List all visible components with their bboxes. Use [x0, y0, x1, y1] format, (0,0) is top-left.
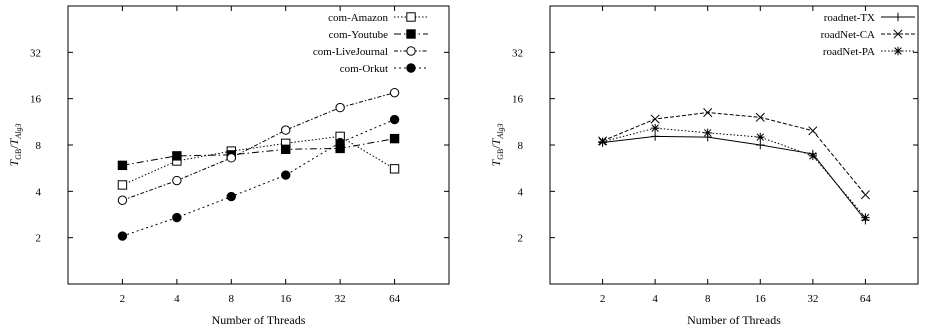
legend-marker — [406, 63, 416, 73]
data-point — [335, 102, 345, 113]
legend-label: roadnet-TX — [824, 12, 875, 24]
data-point — [172, 151, 182, 161]
y-axis-label: TGB/TAlg3 — [7, 124, 23, 167]
x-tick-label: 16 — [755, 293, 767, 305]
legend-label: com-Orkut — [340, 63, 388, 75]
x-tick-label: 4 — [174, 293, 180, 305]
y-tick-label: 8 — [518, 140, 524, 152]
series-line — [602, 135, 866, 221]
legend-label: roadNet-PA — [823, 46, 875, 58]
data-point — [650, 114, 660, 124]
y-tick-label: 4 — [36, 186, 42, 198]
data-point — [226, 191, 236, 202]
legend-marker — [406, 29, 416, 39]
x-tick-label: 2 — [120, 293, 126, 305]
data-point — [281, 125, 291, 135]
legend-label: com-Amazon — [328, 12, 388, 24]
y-tick-label: 16 — [512, 94, 524, 106]
legend-marker — [893, 12, 903, 22]
y-tick-label: 4 — [518, 186, 524, 198]
data-point — [172, 212, 182, 223]
legend: com-Amazon com-Youtube com-LiveJournal com-… — [313, 12, 428, 75]
data-point — [755, 112, 765, 122]
data-point — [226, 153, 236, 163]
legend-label: com-Youtube — [329, 29, 389, 41]
data-point — [703, 107, 713, 118]
data-point — [117, 180, 128, 190]
series-roadnet-tx — [598, 132, 870, 225]
data-point — [117, 231, 128, 241]
data-point — [172, 175, 182, 186]
data-point — [650, 123, 660, 133]
y-tick-label: 2 — [36, 233, 42, 245]
series-line — [122, 135, 395, 186]
series-com-orkut — [117, 114, 400, 241]
series-roadnet-pa — [598, 123, 870, 222]
x-tick-label: 64 — [860, 293, 872, 305]
data-point — [281, 170, 291, 180]
series-line — [122, 119, 395, 237]
legend-label: com-LiveJournal — [313, 46, 388, 58]
series-line — [122, 138, 395, 166]
data-point — [335, 137, 345, 148]
series-com-youtube — [117, 133, 400, 171]
data-point — [389, 87, 400, 98]
x-axis-label: Number of Threads — [687, 313, 781, 327]
x-tick-label: 8 — [705, 293, 711, 305]
data-point — [860, 190, 870, 200]
legend-label: roadNet-CA — [821, 29, 875, 41]
data-point — [389, 164, 400, 174]
series-com-livejournal — [117, 87, 400, 205]
y-tick-label: 8 — [36, 140, 42, 152]
plot-frame — [67, 5, 450, 285]
data-point — [389, 114, 400, 125]
legend-marker — [406, 12, 416, 22]
y-tick-label: 2 — [518, 233, 524, 245]
data-point — [703, 128, 712, 138]
x-tick-label: 64 — [389, 293, 401, 305]
data-point — [808, 126, 818, 136]
series-com-amazon — [117, 131, 400, 190]
legend-marker — [406, 46, 416, 56]
legend: roadnet-TX roadNet-CA roadNet-PA — [821, 12, 915, 58]
legend-marker — [893, 29, 903, 39]
data-point — [117, 195, 128, 205]
legend-marker — [893, 46, 903, 56]
data-point — [808, 151, 818, 161]
left-chart-panel: 2 4 8 16 32 2 4 8 16 32 64 Number of Threads TGB/TAl… — [7, 5, 450, 327]
x-axis-label: Number of Threads — [212, 313, 306, 327]
x-tick-label: 2 — [600, 293, 606, 305]
x-tick-label: 32 — [807, 293, 818, 305]
data-point — [281, 144, 291, 155]
series-line — [602, 112, 866, 196]
series-roadnet-ca — [598, 107, 870, 200]
data-point — [117, 160, 128, 171]
x-tick-label: 16 — [280, 293, 292, 305]
series-line — [602, 127, 866, 218]
x-tick-label: 4 — [652, 293, 658, 305]
y-tick-label: 32 — [512, 47, 523, 59]
y-tick-label: 32 — [30, 47, 41, 59]
data-point — [598, 137, 607, 146]
data-point — [756, 132, 765, 142]
x-tick-label: 32 — [335, 293, 346, 305]
data-point — [861, 213, 870, 222]
y-axis-label: TGB/TAlg3 — [489, 124, 505, 167]
right-chart-panel: 2 4 8 16 32 2 4 8 16 32 64 Number of Threads TGB/TAl… — [489, 5, 919, 327]
y-tick-label: 16 — [30, 94, 42, 106]
data-point — [389, 133, 400, 144]
data-point — [650, 132, 660, 141]
series-line — [122, 92, 395, 201]
x-tick-label: 8 — [229, 293, 235, 305]
data-point — [756, 140, 765, 150]
